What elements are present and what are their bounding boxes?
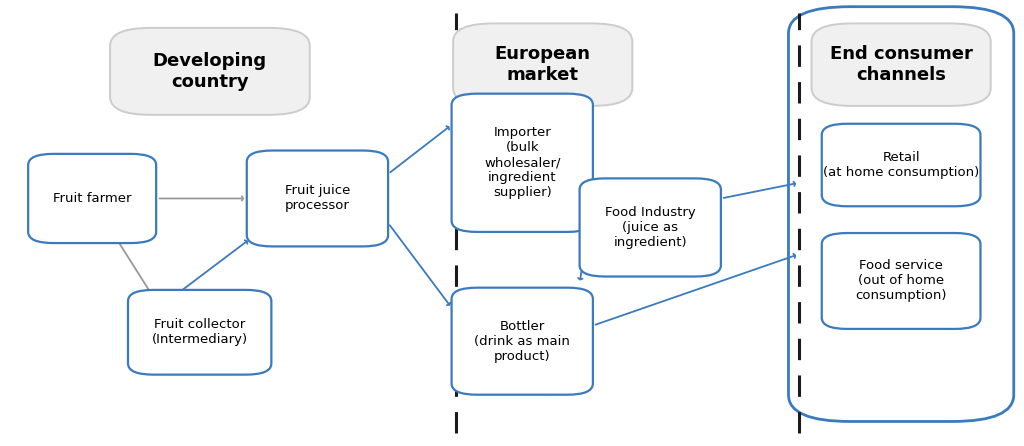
Text: European
market: European market bbox=[495, 45, 591, 84]
FancyBboxPatch shape bbox=[453, 24, 632, 106]
Text: Fruit collector
(Intermediary): Fruit collector (Intermediary) bbox=[152, 318, 248, 346]
Text: Importer
(bulk
wholesaler/
ingredient
supplier): Importer (bulk wholesaler/ ingredient su… bbox=[484, 126, 560, 199]
Text: End consumer
channels: End consumer channels bbox=[829, 45, 973, 84]
Text: Bottler
(drink as main
product): Bottler (drink as main product) bbox=[474, 320, 570, 363]
Text: Food service
(out of home
consumption): Food service (out of home consumption) bbox=[855, 260, 947, 302]
FancyBboxPatch shape bbox=[28, 154, 156, 243]
FancyBboxPatch shape bbox=[128, 290, 271, 375]
Text: Food Industry
(juice as
ingredient): Food Industry (juice as ingredient) bbox=[605, 206, 695, 249]
Text: Retail
(at home consumption): Retail (at home consumption) bbox=[823, 151, 979, 179]
FancyBboxPatch shape bbox=[247, 150, 388, 246]
FancyBboxPatch shape bbox=[580, 178, 721, 277]
FancyBboxPatch shape bbox=[811, 24, 991, 106]
FancyBboxPatch shape bbox=[110, 28, 309, 115]
Text: Fruit juice
processor: Fruit juice processor bbox=[285, 185, 350, 212]
Text: Developing
country: Developing country bbox=[153, 52, 267, 91]
FancyBboxPatch shape bbox=[788, 7, 1014, 421]
Text: Fruit farmer: Fruit farmer bbox=[53, 192, 131, 205]
FancyBboxPatch shape bbox=[452, 288, 593, 395]
FancyBboxPatch shape bbox=[821, 124, 981, 206]
FancyBboxPatch shape bbox=[821, 233, 981, 329]
FancyBboxPatch shape bbox=[452, 94, 593, 232]
